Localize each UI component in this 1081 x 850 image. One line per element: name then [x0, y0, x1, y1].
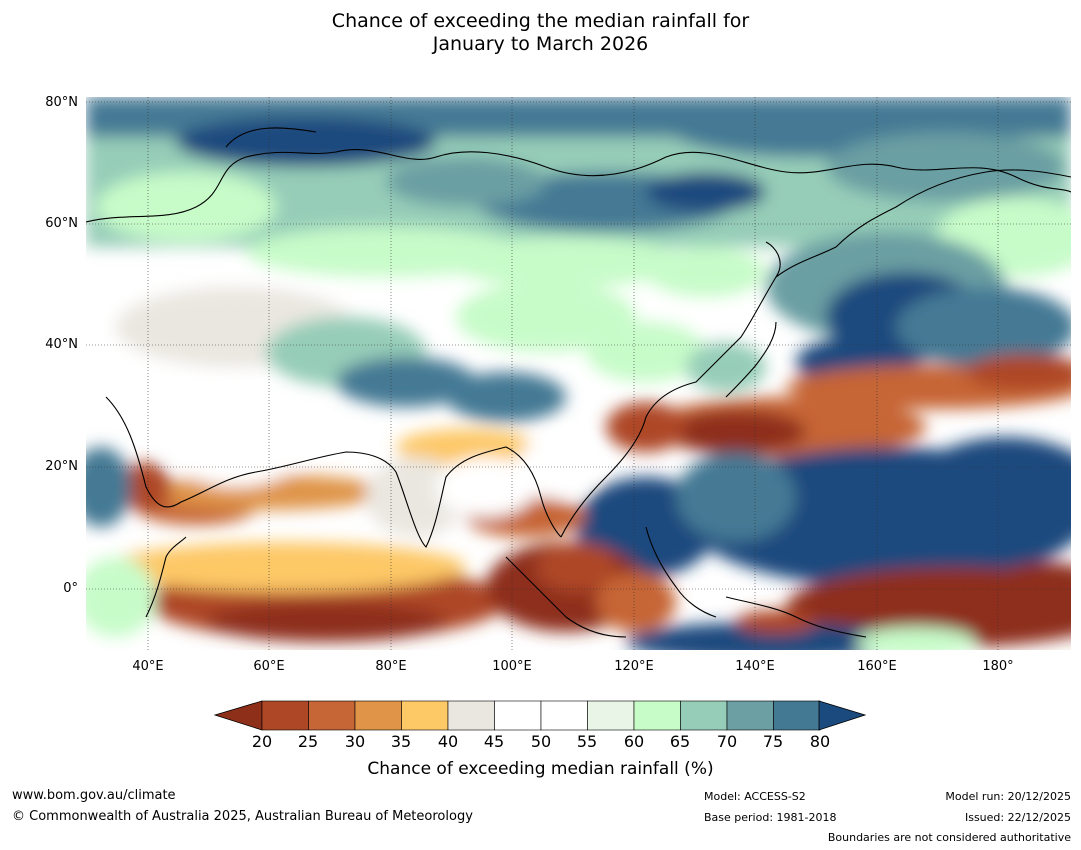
colorbar [214, 700, 866, 731]
model-name: Model: ACCESS-S2 [704, 790, 806, 803]
colorbar-label: Chance of exceeding median rainfall (%) [367, 759, 714, 779]
copyright-text: © Commonwealth of Australia 2025, Austra… [12, 809, 473, 824]
lon-label-80e: 80°E [375, 659, 407, 674]
base-period: Base period: 1981-2018 [704, 811, 837, 824]
colorbar-tick-25: 25 [297, 732, 319, 751]
issued-date: Issued: 22/12/2025 [964, 811, 1071, 824]
lon-label-120e: 120°E [614, 659, 654, 674]
colorbar-tick-50: 50 [530, 732, 552, 751]
colorbar-tick-70: 70 [716, 732, 738, 751]
colorbar-cell [726, 700, 774, 731]
rainfall-probability-map [86, 97, 1071, 650]
lon-label-160e: 160°E [857, 659, 897, 674]
colorbar-cell [261, 700, 309, 731]
lat-label-40n: 40°N [45, 337, 78, 352]
colorbar-tick-40: 40 [437, 732, 459, 751]
colorbar-tick-30: 30 [344, 732, 366, 751]
colorbar-cell [401, 700, 449, 731]
map-gridlines [86, 97, 1071, 650]
lon-label-40e: 40°E [132, 659, 164, 674]
map-title-line-1: Chance of exceeding the median rainfall … [331, 10, 750, 32]
rainfall-shading [86, 97, 1071, 650]
colorbar-tick-65: 65 [669, 732, 691, 751]
lat-label-20n: 20°N [45, 459, 78, 474]
colorbar-cell [308, 700, 356, 731]
colorbar-tick-35: 35 [390, 732, 412, 751]
lat-label-80n: 80°N [45, 95, 78, 110]
lat-label-0: 0° [63, 581, 78, 596]
lon-label-60e: 60°E [253, 659, 285, 674]
colorbar-cell [494, 700, 542, 731]
colorbar-cell [447, 700, 495, 731]
lat-label-60n: 60°N [45, 216, 78, 231]
website-link[interactable]: www.bom.gov.au/climate [12, 788, 176, 803]
colorbar-cell [773, 700, 821, 731]
lon-label-100e: 100°E [492, 659, 532, 674]
colorbar-cell [354, 700, 402, 731]
model-run-date: Model run: 20/12/2025 [945, 790, 1071, 803]
colorbar-cell [587, 700, 635, 731]
coastlines [86, 127, 1071, 638]
colorbar-extend-high [818, 700, 866, 731]
colorbar-cell [540, 700, 588, 731]
colorbar-tick-80: 80 [809, 732, 831, 751]
lon-label-180: 180° [982, 659, 1014, 674]
colorbar-tick-20: 20 [251, 732, 273, 751]
colorbar-tick-45: 45 [483, 732, 505, 751]
colorbar-extend-low [214, 700, 263, 731]
colorbar-cell [680, 700, 728, 731]
colorbar-tick-75: 75 [762, 732, 784, 751]
colorbar-tick-55: 55 [576, 732, 598, 751]
colorbar-tick-60: 60 [623, 732, 645, 751]
colorbar-cell [633, 700, 681, 731]
map-title-line-2: January to March 2026 [432, 33, 649, 55]
lon-label-140e: 140°E [735, 659, 775, 674]
boundaries-disclaimer: Boundaries are not considered authoritat… [827, 831, 1071, 844]
